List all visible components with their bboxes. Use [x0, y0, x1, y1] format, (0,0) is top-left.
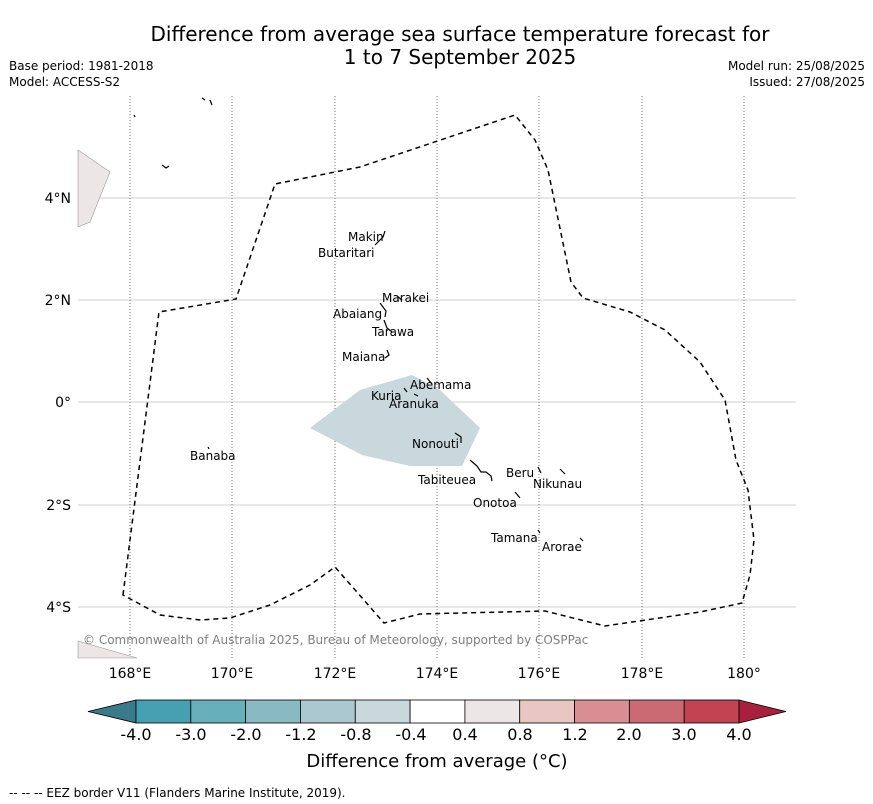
x-tick-176e: 176°E — [518, 666, 561, 682]
x-tick-180: 180° — [727, 666, 761, 682]
cb-tick: 4.0 — [726, 725, 752, 744]
colorbar-bin — [464, 699, 521, 724]
colorbar-bin — [300, 699, 356, 724]
issued-date: Issued: 27/08/2025 — [749, 75, 865, 89]
cb-tick: 3.0 — [671, 725, 697, 744]
colorbar-over-arrow — [738, 699, 787, 724]
cb-tick: -2.0 — [230, 725, 262, 744]
x-tick-168e: 168°E — [109, 666, 152, 682]
colorbar-bin — [574, 699, 630, 724]
cb-tick: 1.2 — [562, 725, 588, 744]
eez-footer-note: -- -- -- EEZ border V11 (Flanders Marine… — [9, 786, 346, 800]
island-outlines — [133, 97, 584, 542]
island-label-nonouti: Nonouti — [412, 437, 459, 451]
island-label-abemama: Abemama — [410, 378, 471, 392]
colorbar-bin — [190, 699, 247, 724]
colorbar — [87, 699, 787, 724]
model-run: Model run: 25/08/2025 — [727, 59, 865, 73]
colorbar-bin — [135, 699, 192, 724]
island-label-aranuka: Aranuka — [389, 397, 439, 411]
x-tick-170e: 170°E — [211, 666, 254, 682]
colorbar-bin — [409, 699, 466, 724]
x-tick-178e: 178°E — [621, 666, 664, 682]
y-tick-4n: 4°N — [45, 191, 71, 207]
cb-tick: -0.4 — [395, 725, 427, 744]
map-title-line2: 1 to 7 September 2025 — [343, 45, 577, 69]
cb-tick: -4.0 — [120, 725, 152, 744]
anomaly-region — [310, 375, 480, 466]
x-tick-labels: 168°E 170°E 172°E 174°E 176°E 178°E 180° — [109, 666, 761, 682]
colorbar-bin — [683, 699, 740, 724]
colorbar-bin — [354, 699, 411, 724]
land-patch-nw — [77, 149, 111, 228]
colorbar-title: Difference from average (°C) — [306, 751, 568, 772]
y-tick-2n: 2°N — [45, 293, 71, 309]
island-label-makin: Makin — [348, 230, 384, 244]
model-name: Model: ACCESS-S2 — [9, 75, 121, 89]
y-tick-2s: 2°S — [46, 498, 71, 514]
island-label-tarawa: Tarawa — [371, 325, 414, 339]
island-label-abaiang: Abaiang — [333, 307, 382, 321]
colorbar-bin — [628, 699, 685, 724]
y-tick-labels: 4°N 2°N 0° 2°S 4°S — [45, 191, 72, 616]
meta-right: Model run: 25/08/2025 Issued: 27/08/2025 — [728, 58, 865, 90]
lon-gridlines — [129, 96, 745, 658]
island-label-tamana: Tamana — [490, 531, 538, 545]
island-label-beru: Beru — [506, 466, 534, 480]
cb-tick: -3.0 — [175, 725, 207, 744]
island-label-banaba: Banaba — [190, 449, 236, 463]
x-tick-172e: 172°E — [314, 666, 357, 682]
eez-border — [122, 114, 755, 627]
island-label-arorae: Arorae — [542, 540, 582, 554]
island-label-tabiteuea: Tabiteuea — [417, 473, 476, 487]
island-label-butaritari: Butaritari — [318, 246, 375, 260]
cb-tick: -0.8 — [340, 725, 372, 744]
x-tick-174e: 174°E — [416, 666, 459, 682]
cb-tick: 0.4 — [452, 725, 478, 744]
cb-tick: 2.0 — [616, 725, 642, 744]
island-label-kuria: Kuria — [371, 389, 402, 403]
colorbar-bin — [519, 699, 575, 724]
land-patch-sw — [77, 640, 138, 659]
base-period: Base period: 1981-2018 — [9, 59, 154, 73]
island-label-nikunau: Nikunau — [533, 477, 582, 491]
y-tick-0: 0° — [55, 395, 71, 411]
cb-tick: 0.8 — [507, 725, 533, 744]
map-title-line1: Difference from average sea surface temp… — [150, 22, 770, 46]
meta-left: Base period: 1981-2018 Model: ACCESS-S2 — [9, 58, 154, 90]
y-tick-4s: 4°S — [46, 600, 71, 616]
island-label-marakei: Marakei — [382, 291, 429, 305]
copyright-notice: © Commonwealth of Australia 2025, Bureau… — [83, 633, 588, 647]
colorbar-bin — [245, 699, 301, 724]
island-label-onotoa: Onotoa — [473, 496, 517, 510]
colorbar-under-arrow — [87, 699, 137, 724]
island-label-maiana: Maiana — [342, 350, 385, 364]
island-labels: Makin Butaritari Marakei Abaiang Tarawa … — [190, 230, 582, 554]
cb-tick: -1.2 — [285, 725, 317, 744]
